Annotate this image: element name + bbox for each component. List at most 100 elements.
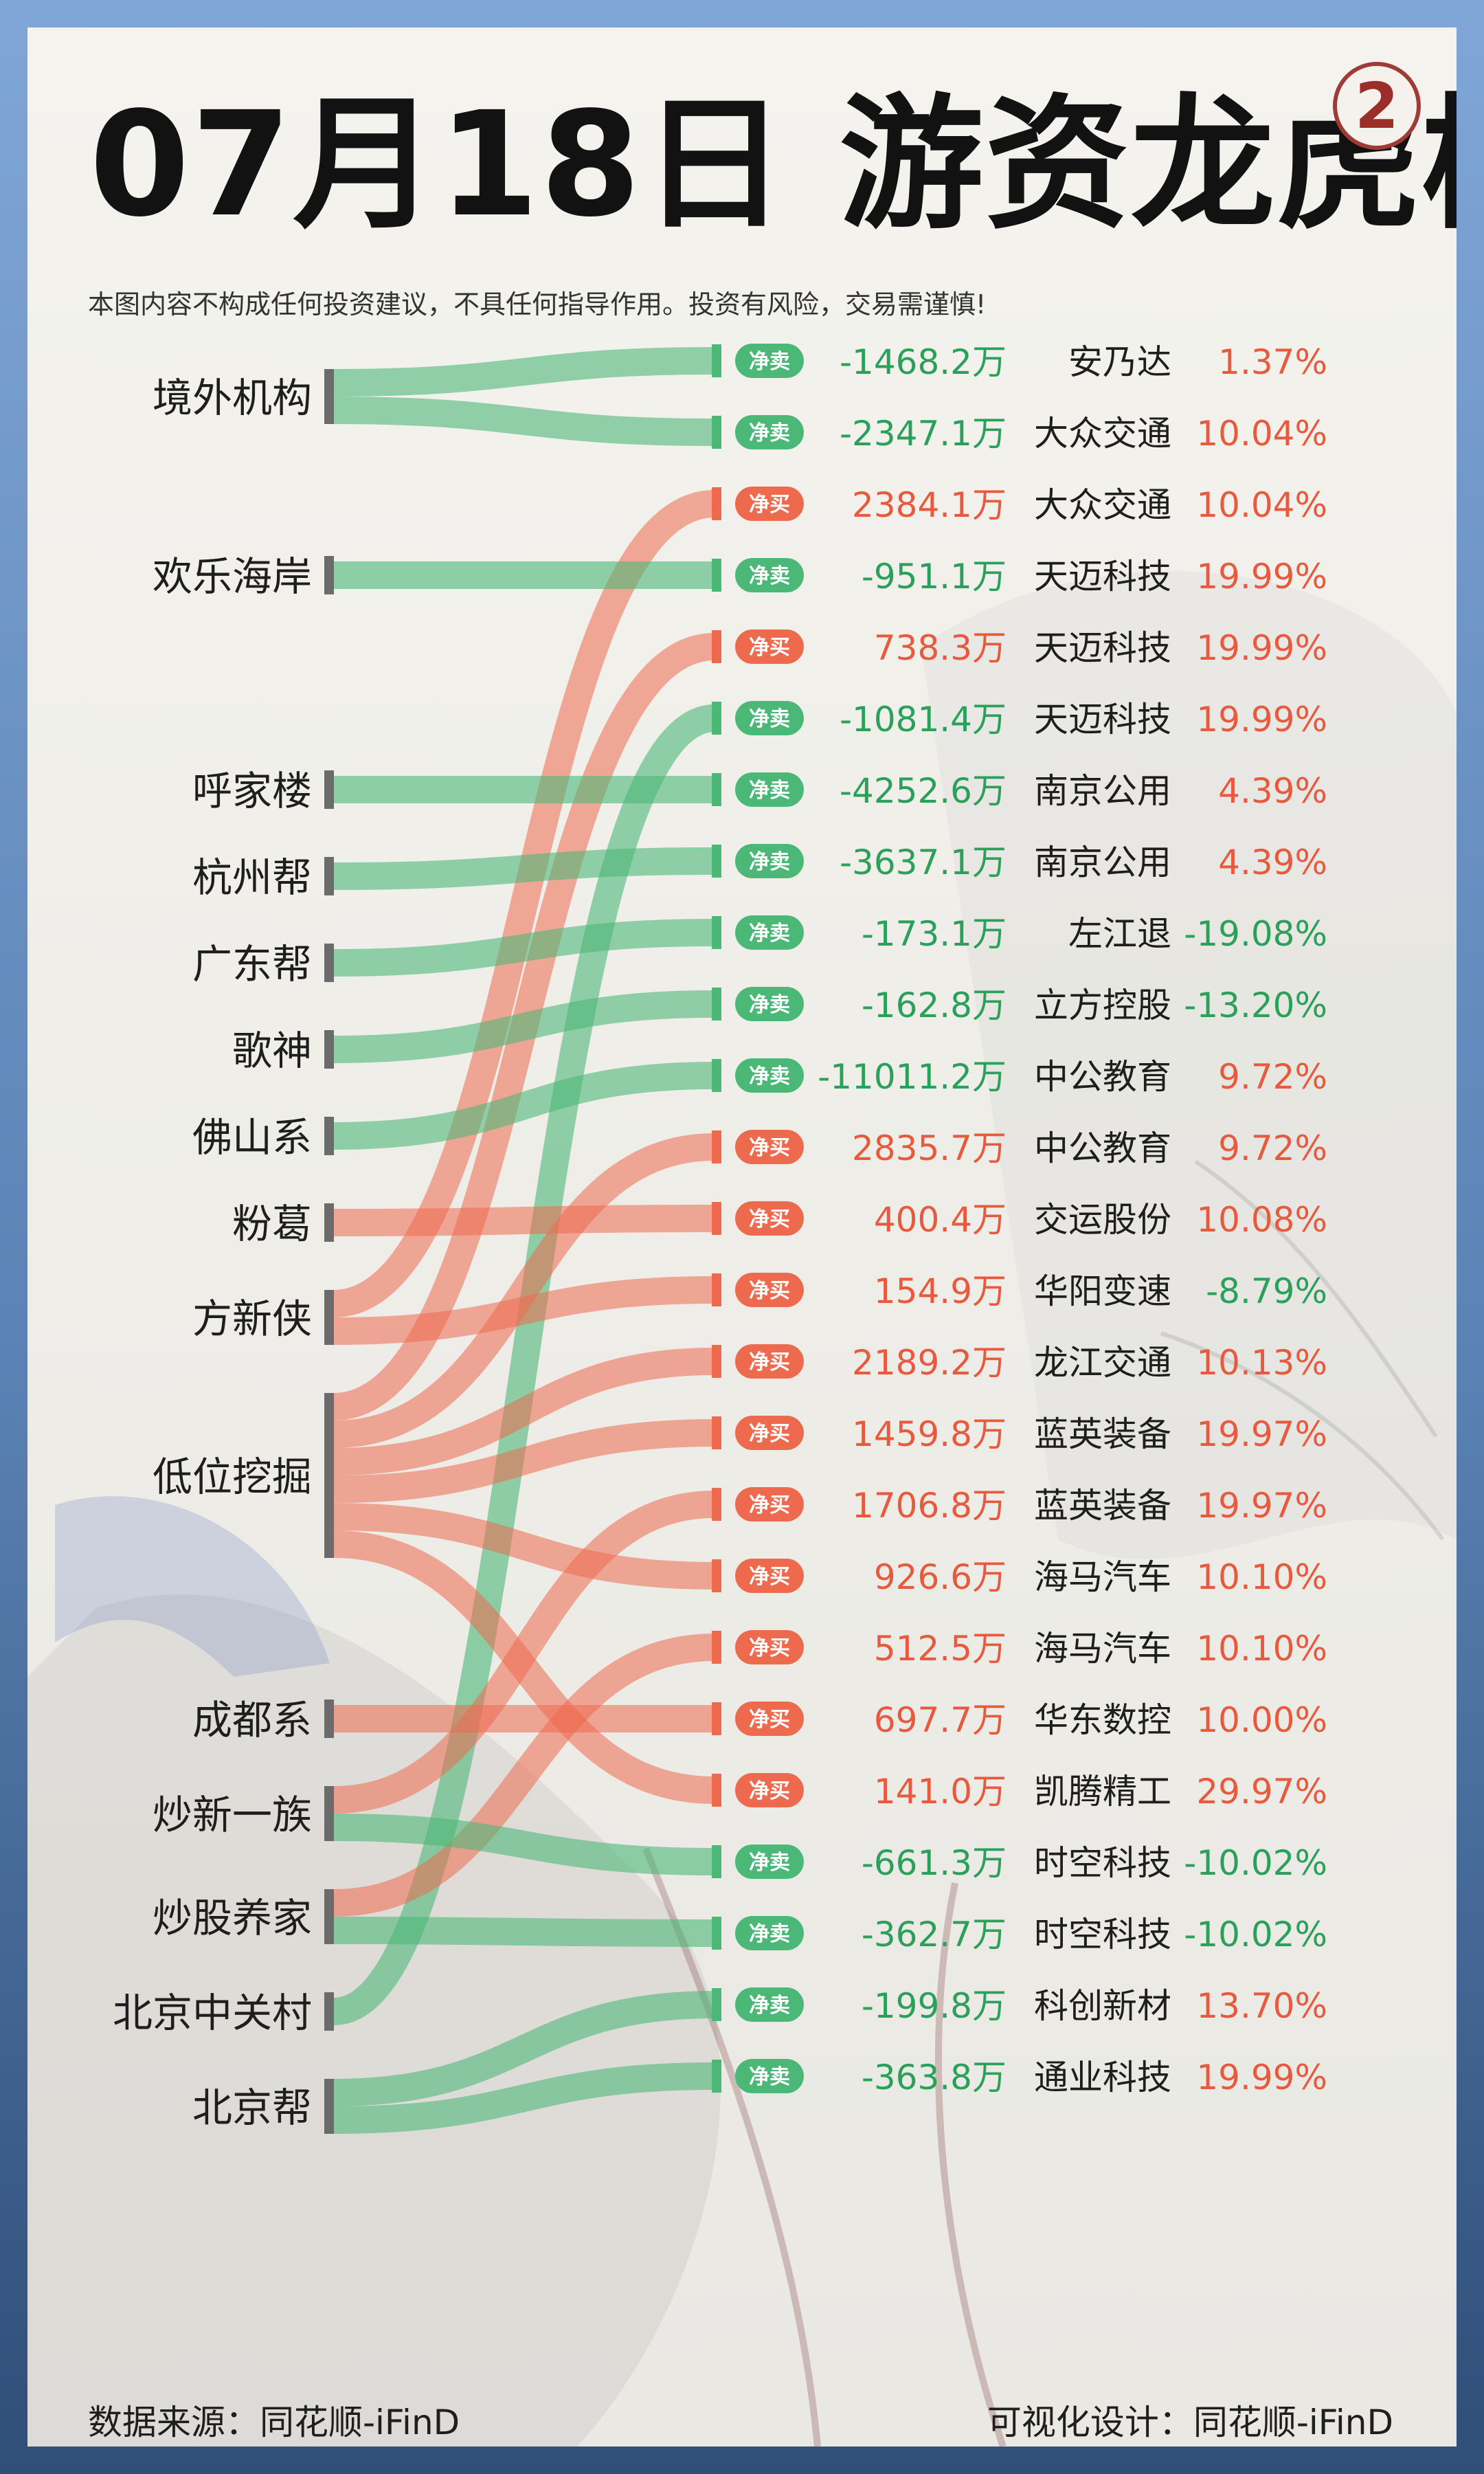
price-change-value: 29.97%: [1196, 1772, 1327, 1812]
stock-name: 安乃达: [1068, 342, 1171, 382]
stock-name: 大众交通: [1034, 485, 1171, 525]
row-end-marker: [712, 2060, 721, 2093]
flow-link: [333, 990, 715, 1063]
row-end-marker: [712, 416, 721, 449]
amount-value: -1081.4万: [840, 700, 1007, 739]
page-title: 07月18日 游资龙虎榜: [89, 80, 1457, 249]
group-node-bar: [324, 2079, 334, 2134]
flow-link: [333, 1503, 715, 1590]
stock-name: 立方控股: [1034, 985, 1171, 1025]
amount-value: 697.7万: [874, 1700, 1007, 1740]
amount-value: -951.1万: [862, 557, 1007, 597]
stock-name: 时空科技: [1034, 1915, 1171, 1954]
price-change-value: 13.70%: [1196, 1986, 1327, 2026]
stock-name: 大众交通: [1034, 414, 1171, 454]
row-end-marker: [712, 1988, 721, 2021]
group-label: 成都系: [192, 1697, 312, 1743]
badge-label: 净卖: [749, 1851, 790, 1875]
flow-link: [333, 1917, 715, 1947]
net-sell-badge: [735, 344, 804, 378]
flow-link: [333, 1205, 715, 1236]
group-node-bar: [324, 1117, 334, 1155]
row-end-marker: [712, 916, 721, 949]
stock-name: 科创新材: [1034, 1986, 1171, 2026]
badge-label: 净买: [749, 1493, 790, 1517]
flow-links: [332, 347, 717, 2134]
net-buy-badge: [735, 1273, 804, 1307]
badge-label: 净卖: [749, 2065, 790, 2089]
badge-label: 净买: [749, 1779, 790, 1803]
flow-link: [333, 1133, 715, 1448]
group-node-bar: [324, 1203, 334, 1242]
group-label: 广东帮: [192, 941, 312, 988]
row-end-marker: [712, 1273, 721, 1306]
amount-value: -3637.1万: [840, 843, 1007, 882]
price-change-value: 9.72%: [1218, 1128, 1327, 1168]
row-end-marker: [712, 845, 721, 878]
net-buy-badge: [735, 487, 804, 521]
price-change-value: 10.04%: [1196, 414, 1327, 454]
badge-label: 净卖: [749, 421, 790, 445]
price-change-value: 4.39%: [1218, 771, 1327, 811]
disclaimer-text: 本图内容不构成任何投资建议，不具任何指导作用。投资有风险，交易需谨慎!: [88, 289, 987, 320]
badge-label: 净买: [749, 493, 790, 517]
net-buy-badge: [735, 1630, 804, 1664]
badge-label: 净卖: [749, 1922, 790, 1946]
row-end-marker: [712, 1917, 721, 1950]
net-sell-badge: [735, 1916, 804, 1950]
row-end-marker: [712, 1559, 721, 1592]
row-end-marker: [712, 630, 721, 663]
badge-label: 净买: [749, 1279, 790, 1303]
price-change-value: 10.08%: [1196, 1200, 1327, 1240]
price-change-value: 10.13%: [1196, 1343, 1327, 1383]
net-buy-badge: [735, 1344, 804, 1379]
price-change-value: 1.37%: [1218, 342, 1327, 382]
row-end-marker: [712, 1845, 721, 1878]
group-label: 炒新一族: [153, 1792, 312, 1838]
row-end-marker: [712, 1631, 721, 1664]
flow-link: [333, 1062, 715, 1150]
amount-value: -199.8万: [862, 1986, 1007, 2026]
net-sell-badge: [735, 415, 804, 449]
amount-value: 400.4万: [874, 1200, 1007, 1240]
price-change-value: 19.99%: [1196, 2058, 1327, 2097]
badge-label: 净买: [749, 1136, 790, 1160]
flow-link: [333, 847, 715, 890]
price-change-value: 19.97%: [1196, 1486, 1327, 1526]
stock-name: 海马汽车: [1034, 1629, 1171, 1669]
stock-name: 龙江交通: [1034, 1343, 1171, 1383]
page-number-badge: 2: [1333, 62, 1421, 150]
net-sell-badge: [735, 844, 804, 878]
badge-label: 净买: [749, 1207, 790, 1232]
stock-name: 南京公用: [1034, 843, 1171, 882]
background-artwork: [27, 570, 1457, 2447]
stock-name: 华东数控: [1034, 1700, 1171, 1740]
badge-label: 净卖: [749, 850, 790, 874]
stock-name: 交运股份: [1034, 1200, 1171, 1240]
stock-name: 华阳变速: [1034, 1271, 1171, 1311]
group-label: 北京中关村: [113, 1990, 312, 2036]
row-end-marker: [712, 1774, 721, 1807]
price-change-value: -13.20%: [1184, 985, 1327, 1025]
row-end-marker: [712, 988, 721, 1021]
price-change-value: 19.99%: [1196, 700, 1327, 739]
stock-name: 海马汽车: [1034, 1557, 1171, 1597]
price-change-value: 10.04%: [1196, 485, 1327, 525]
group-label: 方新侠: [192, 1295, 312, 1342]
price-change-value: 19.97%: [1196, 1414, 1327, 1454]
net-sell-badge: [735, 2059, 804, 2093]
stock-name: 天迈科技: [1034, 557, 1171, 597]
group-node-bar: [324, 1700, 334, 1738]
flow-link: [333, 2062, 715, 2134]
stock-name: 时空科技: [1034, 1843, 1171, 1883]
net-buy-badge: [735, 1201, 804, 1236]
net-buy-badge: [735, 1559, 804, 1593]
net-buy-badge: [735, 1416, 804, 1450]
price-change-value: 19.99%: [1196, 628, 1327, 668]
amount-value: -173.1万: [862, 914, 1007, 954]
amount-value: 738.3万: [874, 628, 1007, 668]
row-end-marker: [712, 344, 721, 377]
price-change-value: 10.10%: [1196, 1629, 1327, 1669]
stock-name: 左江退: [1068, 914, 1171, 954]
flow-link: [333, 1814, 715, 1875]
